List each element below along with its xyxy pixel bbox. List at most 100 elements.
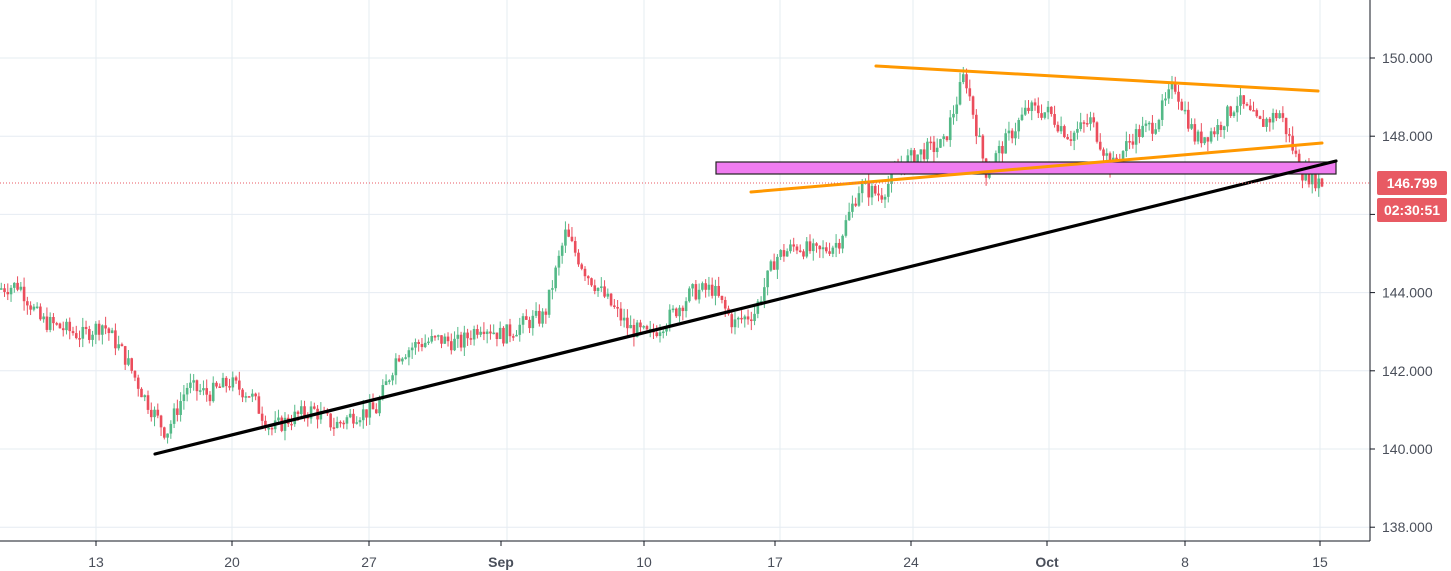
y-tick-label: 144.000 — [1382, 285, 1433, 301]
candle-body — [1079, 122, 1082, 129]
candle-body — [1167, 89, 1171, 99]
candle-body — [785, 251, 789, 257]
candle-body — [1082, 122, 1086, 124]
candle-body — [766, 270, 769, 288]
candle-body — [247, 396, 251, 398]
candle-body — [661, 331, 665, 334]
candle-body — [1248, 105, 1252, 111]
candle-body — [1131, 141, 1135, 145]
candle-body — [410, 347, 414, 351]
candle-body — [163, 427, 166, 438]
candle-body — [508, 324, 512, 337]
candle-body — [492, 332, 495, 335]
candle-body — [1154, 129, 1157, 134]
countdown-tag: 02:30:51 — [1384, 202, 1440, 218]
candle-body — [1196, 131, 1200, 142]
candle-body — [32, 306, 36, 310]
candle-body — [1046, 106, 1050, 113]
candle-body — [1229, 106, 1232, 116]
candle-body — [945, 136, 949, 141]
candle-body — [1157, 119, 1161, 130]
trend-drawings — [153, 64, 1338, 456]
price-axis-ticks[interactable]: 150.000148.000146.000144.000142.000140.0… — [1370, 50, 1433, 535]
candle-body — [942, 136, 946, 140]
candle-body — [1040, 113, 1043, 118]
candle-body — [296, 411, 300, 415]
candle-body — [303, 406, 306, 417]
candle-body — [127, 358, 130, 365]
candle-body — [1095, 122, 1099, 142]
candle-body — [733, 319, 737, 328]
candle-body — [746, 316, 750, 320]
candle-body — [883, 196, 887, 200]
y-tick-label: 138.000 — [1382, 519, 1433, 535]
candle-body — [505, 324, 509, 344]
candle-body — [694, 284, 698, 300]
candle-body — [352, 413, 355, 424]
candle-body — [981, 135, 985, 159]
candle-body — [6, 291, 10, 295]
candle-body — [867, 182, 871, 198]
candle-body — [948, 117, 952, 141]
candle-body — [65, 321, 68, 331]
candle-body — [1014, 131, 1017, 139]
candle-body — [146, 395, 150, 410]
candle-body — [446, 336, 450, 342]
candle-body — [854, 203, 857, 206]
candle-body — [515, 334, 518, 337]
candle-body — [1033, 102, 1037, 106]
candle-body — [394, 358, 398, 376]
candle-body — [361, 409, 365, 421]
candle-body — [257, 396, 261, 414]
candle-body — [1053, 114, 1056, 125]
candle-body — [870, 185, 874, 198]
candle-body — [254, 393, 257, 397]
chart-grid — [0, 0, 1370, 541]
candle-body — [140, 388, 143, 398]
candle-body — [1056, 124, 1060, 132]
candle-body — [502, 327, 505, 344]
candle-body — [534, 310, 538, 316]
candle-body — [319, 411, 323, 420]
candle-body — [143, 395, 147, 398]
candle-body — [371, 402, 375, 410]
candle-body — [172, 408, 176, 424]
candle-body — [593, 285, 597, 292]
candle-body — [1102, 149, 1105, 156]
candle-body — [0, 288, 3, 290]
candle-body — [114, 330, 117, 349]
candle-body — [1307, 167, 1311, 185]
candle-body — [586, 276, 590, 279]
candle-body — [521, 316, 525, 325]
time-axis-ticks[interactable]: 13 20 27 Sep 10 17 24 Oct 8 15 — [88, 541, 1328, 570]
candle-body — [495, 332, 499, 340]
candle-body — [932, 141, 936, 153]
candle-body — [798, 250, 802, 252]
x-tick-label: 27 — [361, 554, 377, 570]
candle-body — [358, 420, 362, 423]
wedge-lower-line — [749, 141, 1324, 194]
candle-body — [609, 293, 613, 306]
candle-body — [1001, 145, 1004, 154]
candle-body — [583, 268, 587, 277]
candle-body — [1072, 132, 1076, 141]
candle-body — [857, 193, 861, 206]
candle-body — [802, 251, 805, 257]
candle-body — [570, 236, 574, 242]
candle-body — [639, 322, 642, 328]
y-tick-label: 142.000 — [1382, 363, 1433, 379]
candle-body — [877, 193, 880, 196]
x-tick-label: 8 — [1181, 554, 1189, 570]
x-tick-label: Oct — [1035, 554, 1059, 570]
candle-body — [994, 153, 998, 165]
candle-body — [750, 319, 753, 322]
candle-body — [1222, 126, 1226, 131]
candle-body — [238, 380, 241, 390]
candle-body — [195, 380, 199, 392]
candle-body — [74, 333, 78, 339]
candle-body — [1271, 112, 1275, 123]
candle-body — [1265, 118, 1268, 127]
candle-body — [1089, 117, 1092, 124]
candle-body — [13, 282, 16, 288]
